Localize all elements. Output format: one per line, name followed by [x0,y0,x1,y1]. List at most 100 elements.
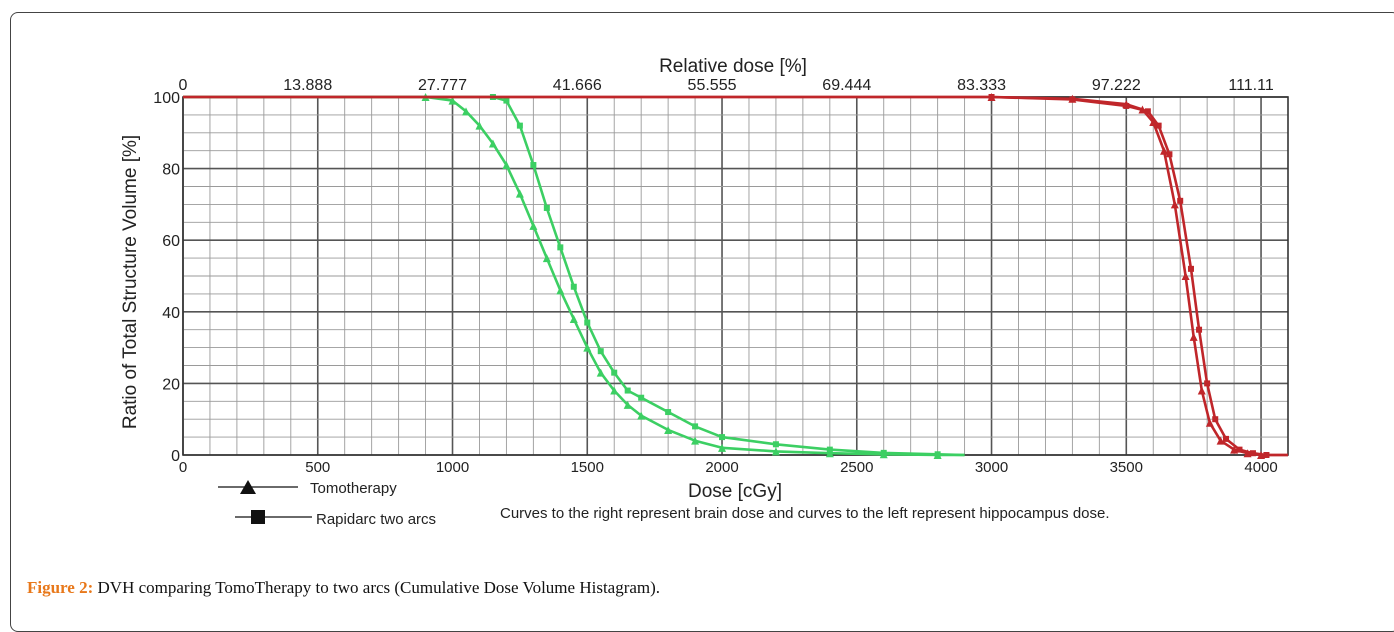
top-tick-label: 97.222 [1092,77,1141,94]
series-point-0 [542,254,551,263]
series-point-3 [1204,380,1211,387]
y-tick-label: 80 [162,162,180,179]
caption-label: Figure 2: [27,578,94,597]
x-tick-label: 1500 [571,459,604,476]
series-point-2 [1149,118,1158,127]
chart-curves [183,93,1288,459]
series-point-0 [623,400,632,409]
y-tick-label: 60 [162,233,180,250]
series-point-3 [1236,446,1243,453]
series-point-3 [1123,102,1130,109]
series-point-0 [583,343,592,352]
series-point-3 [1069,96,1076,103]
y-axis-title: Ratio of Total Structure Volume [%] [120,135,141,429]
x-tick-labels: 0 500 1000 1500 2000 2500 3000 3500 4000 [179,459,1278,476]
series-point-1 [665,409,672,416]
y-tick-label: 100 [153,90,180,107]
y-tick-label: 20 [162,376,180,393]
series-point-1 [772,441,779,448]
legend-label-rapidarc: Rapidarc two arcs [316,511,436,528]
series-point-1 [719,434,726,441]
series-point-1 [611,369,618,376]
x-tick-label: 3500 [1110,459,1143,476]
top-tick-label: 83.333 [957,77,1006,94]
series-point-1 [638,394,645,401]
series-point-3 [1249,450,1256,457]
top-tick-label: 27.777 [418,77,467,94]
series-point-2 [1216,436,1225,445]
series-point-3 [1155,122,1162,129]
legend-item-rapidarc: Rapidarc two arcs [235,510,436,528]
series-point-1 [543,204,550,211]
series-point-2 [1197,386,1206,395]
series-point-3 [1187,265,1194,272]
series-point-3 [1223,435,1230,442]
series-point-2 [1170,200,1179,209]
series-point-0 [637,411,646,420]
legend-label-tomotherapy: Tomotherapy [310,480,397,497]
series-point-1 [597,348,604,355]
series-point-2 [1205,418,1214,427]
series-point-3 [1212,416,1219,423]
x-tick-label: 0 [179,459,187,476]
square-marker-icon [251,510,265,524]
series-point-0 [475,121,484,130]
top-tick-label: 111.11 [1228,77,1273,94]
y-tick-label: 40 [162,305,180,322]
top-tick-label: 0 [179,77,188,94]
y-tick-label: 0 [171,448,180,465]
x-tick-label: 2500 [840,459,873,476]
x-axis-title: Dose [cGy] [688,481,782,502]
series-point-0 [529,221,538,230]
series-point-1 [530,162,537,169]
series-point-0 [461,107,470,116]
top-tick-label: 69.444 [822,77,871,94]
series-point-0 [515,189,524,198]
series-point-3 [988,94,995,100]
series-point-1 [570,283,577,290]
series-point-3 [1196,326,1203,333]
series-point-0 [610,386,619,395]
series-point-1 [880,449,887,456]
x-tick-label: 4000 [1244,459,1277,476]
series-point-3 [1177,197,1184,204]
figure-caption: Figure 2: DVH comparing TomoTherapy to t… [27,578,660,598]
series-point-0 [691,436,700,445]
top-tick-labels: 0 13.888 27.777 41.666 55.555 69.444 83.333 97.… [179,77,1274,94]
series-point-0 [771,447,780,456]
series-point-3 [1166,151,1173,158]
series-point-1 [557,244,564,251]
top-tick-label: 41.666 [553,77,602,94]
series-point-0 [488,139,497,148]
series-point-2 [1230,445,1239,454]
series-point-2 [1181,272,1190,280]
top-tick-label: 13.888 [283,77,332,94]
series-point-2 [1189,332,1198,341]
series-point-1 [826,446,833,453]
series-point-2 [1160,146,1169,155]
series-point-1 [692,423,699,430]
series-point-3 [1263,452,1270,458]
top-axis-title: Relative dose [%] [659,56,807,77]
series-point-0 [664,425,673,434]
series-point-0 [825,449,834,458]
chart-annotation: Curves to the right represent brain dose… [500,505,1110,522]
top-tick-label: 55.555 [688,77,737,94]
series-point-0 [448,96,457,105]
x-tick-label: 1000 [436,459,469,476]
y-tick-labels: 0 20 40 60 80 100 [153,90,180,465]
x-tick-label: 3000 [975,459,1008,476]
series-point-3 [1144,108,1151,115]
chart-grid [182,96,1289,456]
series-point-1 [584,319,591,326]
series-point-1 [934,451,941,458]
series-point-1 [516,122,523,129]
series-point-1 [503,97,510,104]
triangle-marker-icon [240,480,256,494]
series-point-1 [624,387,631,394]
legend: Tomotherapy Rapidarc two arcs [218,480,436,528]
series-point-2 [1243,449,1252,458]
caption-text: DVH comparing TomoTherapy to two arcs (C… [93,578,661,597]
series-point-0 [556,286,565,295]
legend-item-tomotherapy: Tomotherapy [218,480,397,497]
